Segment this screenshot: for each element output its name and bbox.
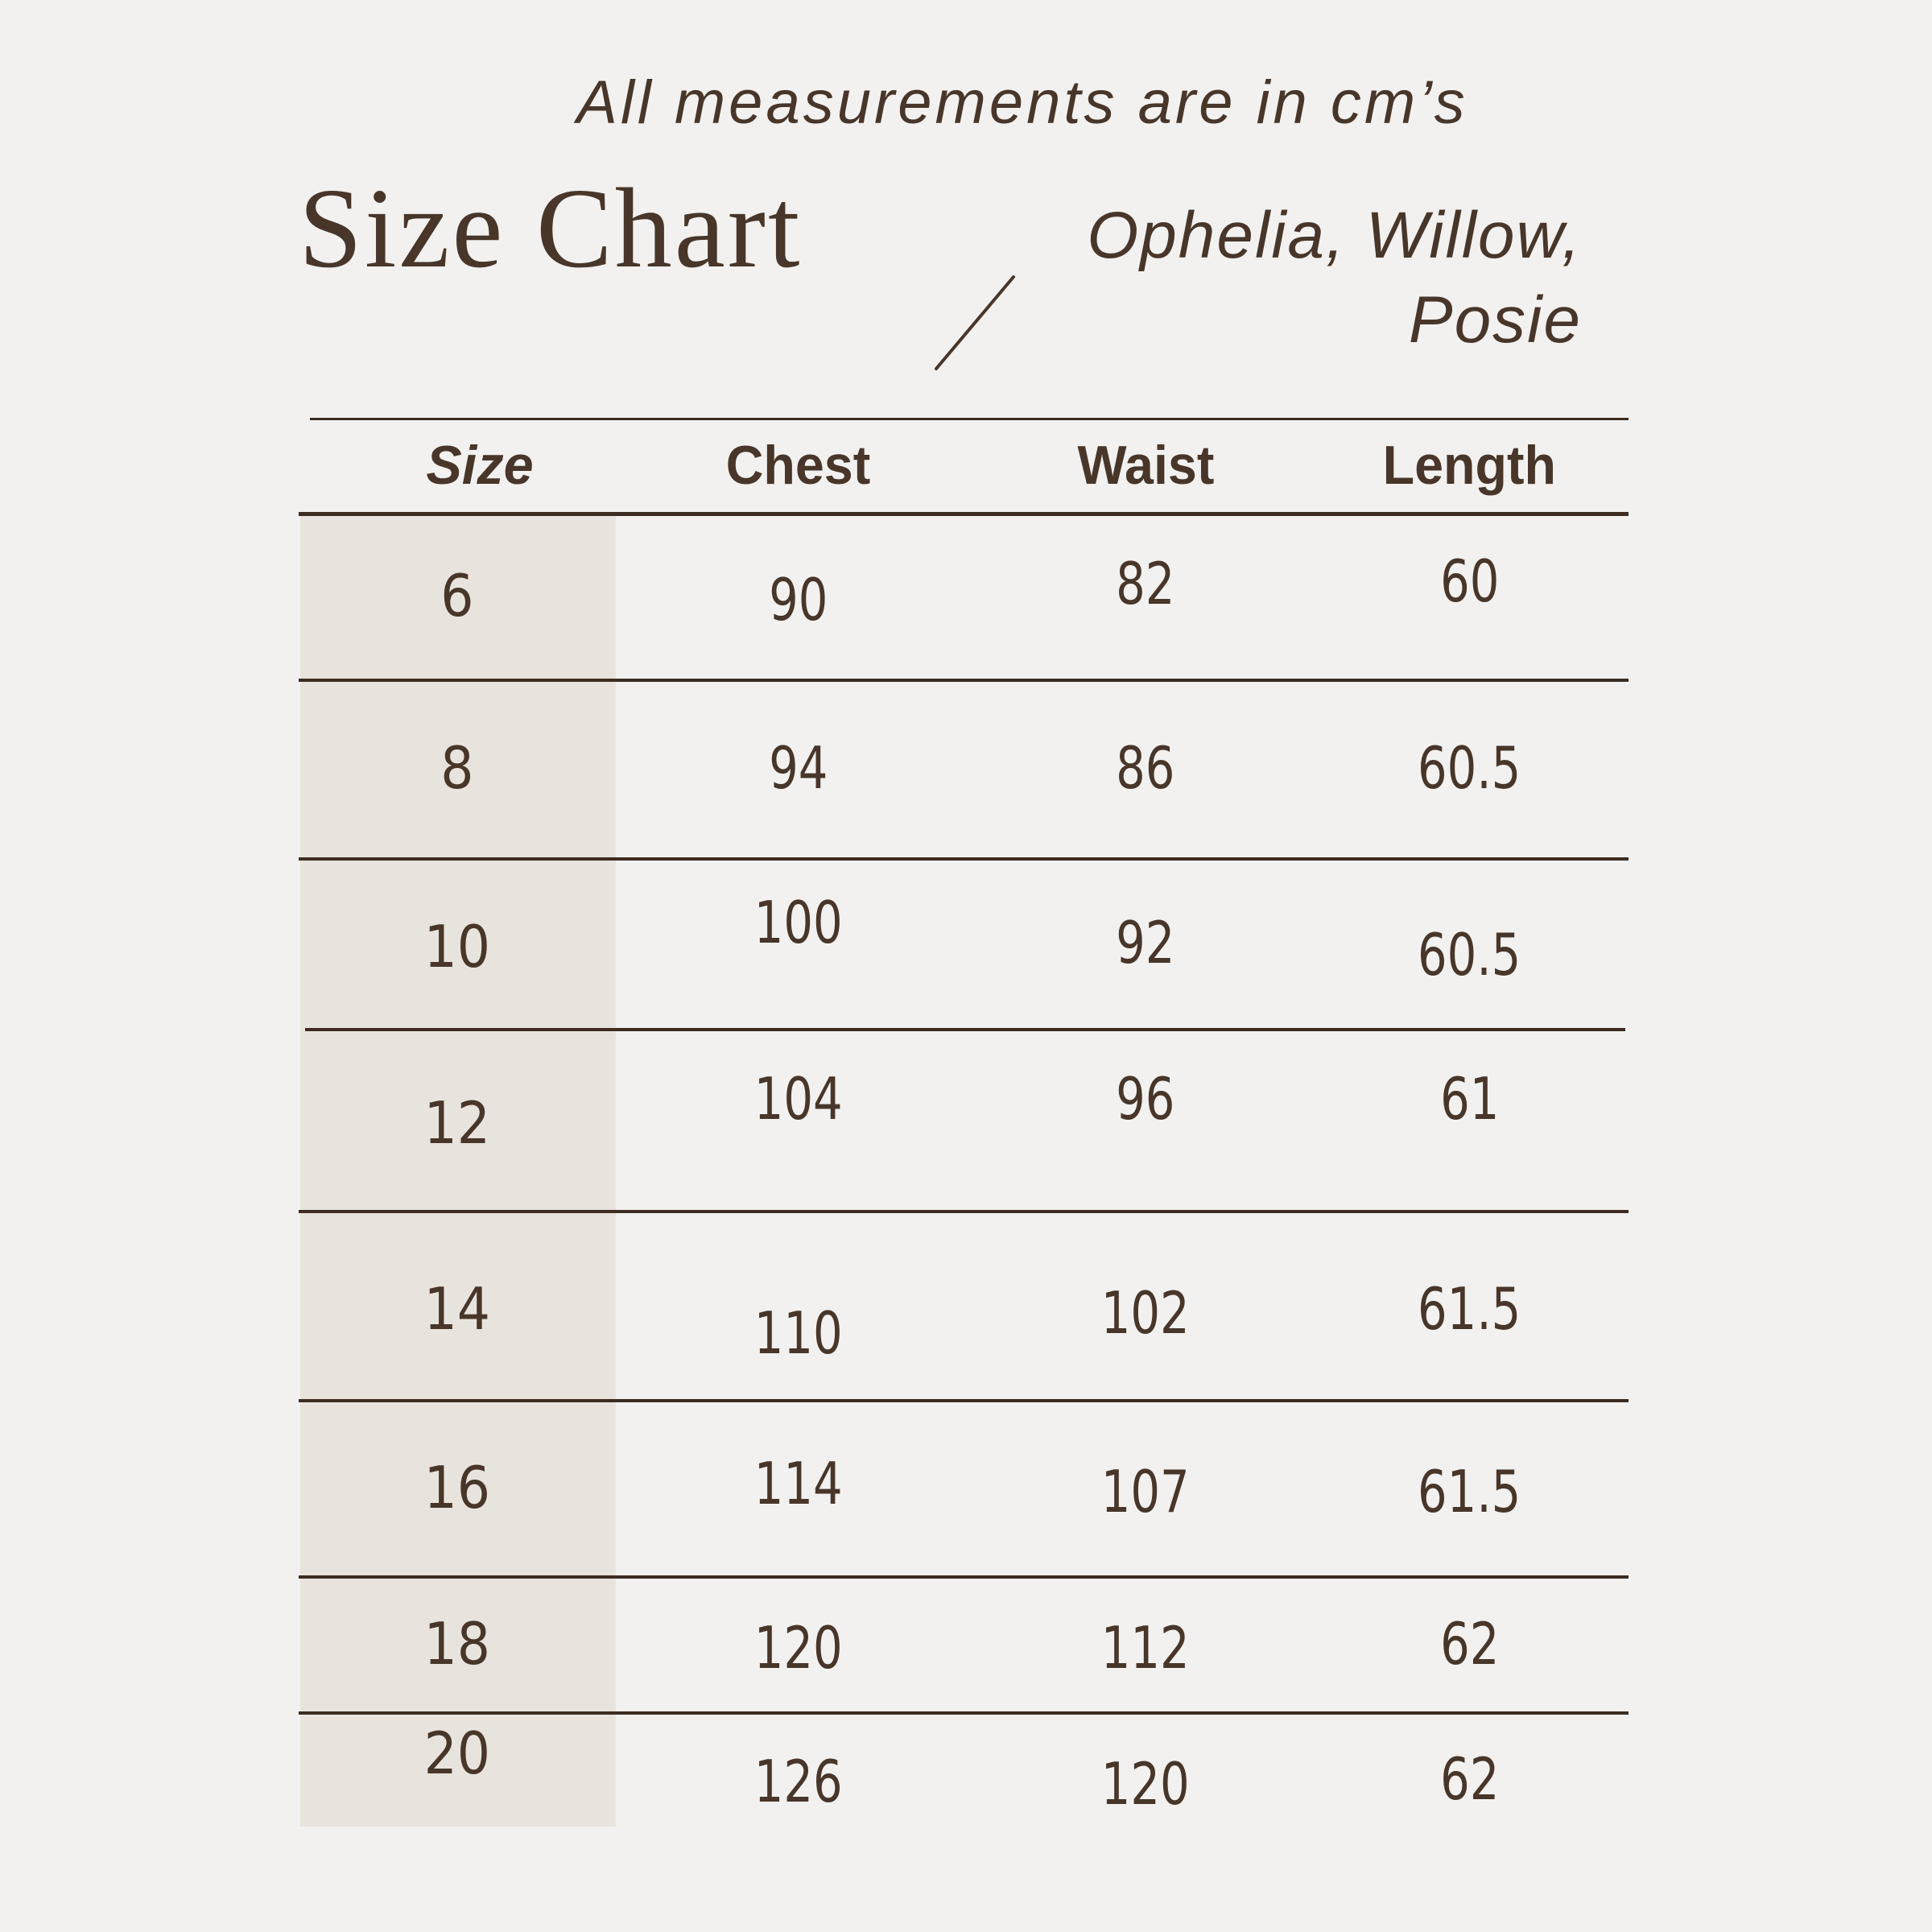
row-divider-line bbox=[299, 1399, 1629, 1402]
length-value: 60 bbox=[1439, 547, 1500, 615]
length-value: 61 bbox=[1439, 1065, 1500, 1133]
row-divider-line bbox=[299, 857, 1629, 861]
length-value: 60.5 bbox=[1418, 734, 1521, 802]
table-header-row: Size Chest Waist Length bbox=[299, 418, 1629, 512]
product-names: Ophelia, Willow, Posie bbox=[1087, 193, 1582, 362]
row-divider-line bbox=[299, 1575, 1629, 1579]
waist-value: 86 bbox=[1116, 734, 1175, 802]
row-divider-line bbox=[299, 679, 1629, 682]
table-row: 18 120 112 62 bbox=[299, 1575, 1629, 1711]
table-row: 6 90 82 60 bbox=[299, 512, 1629, 679]
waist-value: 96 bbox=[1116, 1065, 1175, 1133]
table-row: 10 100 92 60.5 bbox=[299, 857, 1629, 1028]
table-row: 12 104 96 61 bbox=[299, 1028, 1629, 1210]
table-row: 16 114 107 61.5 bbox=[299, 1399, 1629, 1575]
chest-value: 126 bbox=[753, 1747, 843, 1815]
length-value: 61.5 bbox=[1418, 1274, 1521, 1343]
size-value: 16 bbox=[423, 1453, 491, 1521]
waist-value: 112 bbox=[1101, 1613, 1190, 1682]
header-length: Length bbox=[1382, 434, 1557, 496]
header-size: Size bbox=[426, 434, 534, 496]
waist-value: 92 bbox=[1116, 909, 1175, 976]
measurements-note: All measurements are in cm’s bbox=[576, 68, 1468, 137]
length-value: 62 bbox=[1439, 1744, 1500, 1813]
header-chest: Chest bbox=[725, 434, 871, 496]
table-row: 8 94 86 60.5 bbox=[299, 679, 1629, 857]
waist-value: 107 bbox=[1101, 1457, 1190, 1525]
divider-slash-icon bbox=[935, 275, 1015, 370]
page-title: Size Chart bbox=[299, 164, 803, 291]
size-value: 8 bbox=[440, 734, 474, 802]
waist-value: 102 bbox=[1101, 1278, 1190, 1347]
chest-value: 110 bbox=[753, 1298, 843, 1367]
length-value: 61.5 bbox=[1418, 1457, 1521, 1525]
size-value: 10 bbox=[423, 913, 491, 980]
header-waist: Waist bbox=[1077, 434, 1214, 496]
product-names-line2: Posie bbox=[1408, 283, 1582, 357]
header-divider-line bbox=[299, 512, 1629, 516]
table-row: 20 126 120 62 bbox=[299, 1711, 1629, 1827]
waist-value: 120 bbox=[1101, 1749, 1190, 1818]
size-value: 12 bbox=[423, 1089, 491, 1157]
size-value: 18 bbox=[423, 1609, 491, 1678]
chest-value: 104 bbox=[753, 1065, 843, 1133]
size-column-shading bbox=[300, 514, 616, 1827]
row-divider-line bbox=[299, 1210, 1629, 1213]
product-names-line1: Ophelia, Willow, bbox=[1087, 199, 1582, 272]
waist-value: 82 bbox=[1116, 549, 1175, 617]
chest-value: 94 bbox=[768, 734, 828, 802]
size-value: 14 bbox=[423, 1274, 491, 1343]
row-divider-line bbox=[305, 1028, 1625, 1031]
chest-value: 120 bbox=[753, 1613, 843, 1682]
row-divider-line bbox=[299, 1711, 1629, 1715]
chest-value: 114 bbox=[753, 1449, 843, 1517]
table-top-border bbox=[310, 418, 1629, 420]
length-value: 60.5 bbox=[1418, 921, 1521, 989]
table-row: 14 110 102 61.5 bbox=[299, 1210, 1629, 1399]
chest-value: 90 bbox=[768, 565, 828, 634]
size-value: 6 bbox=[440, 561, 474, 630]
size-value: 20 bbox=[423, 1719, 491, 1787]
chest-value: 100 bbox=[753, 889, 843, 956]
size-table: 6 90 82 60 8 94 86 60.5 10 100 92 60.5 1… bbox=[299, 512, 1629, 1827]
length-value: 62 bbox=[1439, 1609, 1500, 1678]
